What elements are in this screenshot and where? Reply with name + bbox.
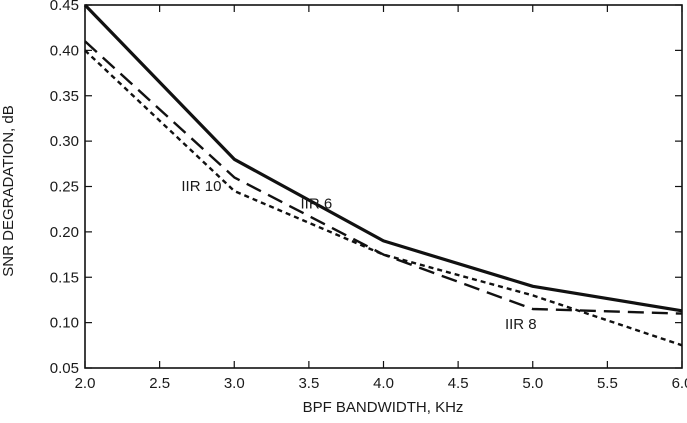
x-tick-label: 5.0 <box>522 375 543 392</box>
y-tick-label: 0.40 <box>50 42 79 59</box>
x-tick-label: 4.5 <box>448 375 469 392</box>
series-label-iir-6: IIR 6 <box>300 195 332 212</box>
x-tick-label: 3.5 <box>298 375 319 392</box>
series-line-iir-8 <box>84 40 683 315</box>
x-tick-label: 2.0 <box>75 375 96 392</box>
y-axis-title: SNR DEGRADATION, dB <box>0 105 17 276</box>
series-label-iir-8: IIR 8 <box>505 316 537 333</box>
series-line-iir-6 <box>83 3 683 313</box>
x-tick-label: 2.5 <box>149 375 170 392</box>
plot-frame <box>84 4 683 369</box>
x-tick-label: 4.0 <box>373 375 394 392</box>
plot-area: 2.0 2.5 3.0 3.5 4.0 4.5 5.0 5.5 6.0 0.05 0.10 0.15 0… <box>50 0 687 392</box>
series-label-iir-10: IIR 10 <box>181 178 221 195</box>
y-tick-label: 0.20 <box>50 224 79 241</box>
x-tick-label: 6.0 <box>672 375 687 392</box>
y-tick-label: 0.25 <box>50 179 79 196</box>
y-tick-label: 0.35 <box>50 88 79 105</box>
x-tick-label: 5.5 <box>597 375 618 392</box>
y-tick-label: 0.05 <box>50 360 79 377</box>
series-line-iir-10 <box>84 49 683 347</box>
y-tick-label: 0.30 <box>50 133 79 150</box>
x-tick-label: 3.0 <box>224 375 245 392</box>
y-axis-title-group: SNR DEGRADATION, dB <box>0 105 17 276</box>
y-tick-label: 0.45 <box>50 0 79 14</box>
y-tick-label: 0.15 <box>50 269 79 286</box>
y-tick-label: 0.10 <box>50 315 79 332</box>
x-axis-title: BPF BANDWIDTH, KHz <box>303 399 464 416</box>
